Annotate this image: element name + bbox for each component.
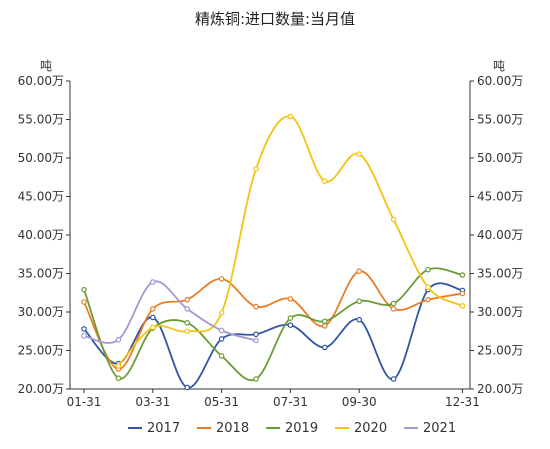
data-point (459, 303, 466, 309)
right-y-tick-label: 60.00万 (477, 74, 523, 88)
data-point (184, 306, 191, 312)
right-y-tick-label: 55.00万 (477, 113, 523, 127)
right-y-tick-label: 20.00万 (477, 382, 523, 396)
data-point (115, 336, 122, 343)
legend-label: 2020 (354, 421, 387, 436)
right-y-tick-label: 45.00万 (477, 190, 523, 204)
series-line-2021 (83, 280, 257, 344)
data-point (425, 284, 431, 291)
x-tick-label: 12-31 (445, 395, 480, 409)
right-y-unit: 吨 (493, 59, 505, 73)
data-point (321, 318, 328, 325)
data-point (253, 376, 259, 382)
data-point (184, 328, 191, 335)
left-y-tick-label: 30.00万 (18, 305, 64, 319)
legend-item-2020[interactable]: 2020 (335, 421, 387, 436)
left-y-tick-label: 20.00万 (18, 382, 64, 396)
left-y-unit: 吨 (40, 59, 52, 73)
data-point (287, 113, 294, 120)
data-point (287, 322, 294, 328)
series-line-2020 (117, 115, 463, 367)
left-y-tick-label: 50.00万 (18, 151, 64, 165)
data-point (218, 276, 225, 282)
data-point (459, 272, 466, 278)
series-2019 (81, 266, 466, 382)
data-point (356, 298, 363, 305)
legend-label: 2018 (216, 421, 249, 436)
legend-item-2017[interactable]: 2017 (128, 421, 180, 436)
data-point (218, 327, 225, 334)
data-point (356, 268, 363, 274)
series-line-2019 (83, 267, 463, 382)
right-y-tick-label: 50.00万 (477, 151, 523, 165)
series-2021 (81, 279, 259, 344)
left-y-tick-label: 60.00万 (18, 74, 64, 88)
data-point (390, 300, 397, 307)
data-point (253, 303, 259, 310)
x-tick-label: 03-31 (135, 395, 170, 409)
series-2018 (81, 268, 466, 372)
left-y-tick-label: 55.00万 (18, 113, 64, 127)
data-point (356, 151, 363, 157)
legend-item-2018[interactable]: 2018 (197, 421, 249, 436)
data-point (218, 336, 225, 342)
data-point (115, 375, 122, 382)
x-tick-label: 05-31 (204, 395, 239, 409)
left-y-tick-label: 40.00万 (18, 228, 64, 242)
data-point (81, 326, 87, 332)
right-y-tick-label: 35.00万 (477, 267, 523, 281)
data-point (218, 309, 225, 316)
data-point (356, 316, 363, 323)
data-point (184, 296, 191, 303)
legend-item-2019[interactable]: 2019 (266, 421, 318, 436)
right-y-tick-label: 25.00万 (477, 344, 523, 358)
right-y-tick-label: 30.00万 (477, 305, 523, 319)
data-point (81, 299, 87, 305)
data-point (287, 315, 294, 321)
data-point (253, 337, 259, 344)
data-point (253, 331, 259, 338)
data-point (253, 165, 259, 172)
x-tick-label: 07-31 (273, 395, 308, 409)
legend-label: 2019 (285, 421, 318, 436)
data-point (390, 306, 397, 312)
legend-item-2021[interactable]: 2021 (404, 421, 456, 436)
data-point (390, 376, 397, 382)
data-point (184, 384, 191, 391)
data-point (150, 314, 156, 321)
x-tick-label: 01-31 (67, 395, 102, 409)
data-point (459, 290, 466, 297)
data-point (150, 279, 156, 285)
legend-label: 2017 (147, 421, 180, 436)
left-y-tick-label: 25.00万 (18, 344, 64, 358)
data-point (390, 216, 397, 223)
data-point (321, 344, 328, 351)
data-point (425, 296, 431, 303)
right-y-tick-label: 40.00万 (477, 228, 523, 242)
data-point (150, 306, 156, 312)
left-y-tick-label: 45.00万 (18, 190, 64, 204)
data-point (321, 323, 328, 329)
series-2020 (115, 113, 466, 369)
data-point (81, 286, 87, 293)
chart-title: 精炼铜:进口数量:当月值 (195, 10, 355, 28)
data-point (115, 363, 122, 369)
data-point (218, 353, 225, 359)
data-point (287, 296, 294, 302)
data-point (184, 319, 191, 326)
left-y-tick-label: 35.00万 (18, 267, 64, 281)
x-tick-label: 09-30 (342, 395, 377, 409)
data-point (81, 333, 87, 339)
data-point (150, 324, 156, 331)
data-point (321, 178, 328, 184)
data-point (425, 266, 431, 273)
legend-label: 2021 (423, 421, 456, 436)
